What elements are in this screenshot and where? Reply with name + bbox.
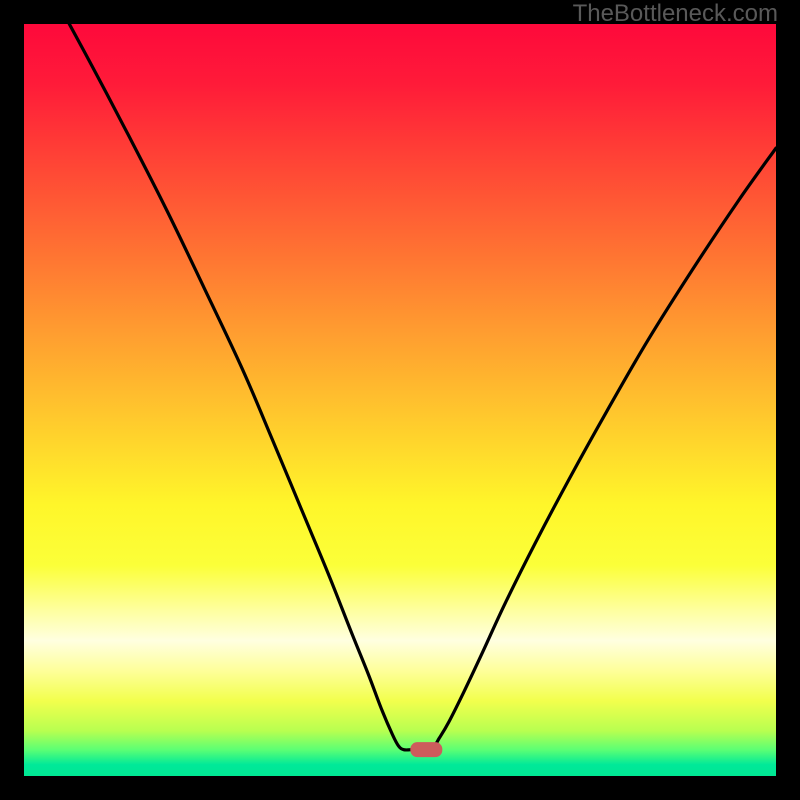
- chart-frame: [0, 0, 800, 800]
- watermark-label: TheBottleneck.com: [573, 0, 778, 28]
